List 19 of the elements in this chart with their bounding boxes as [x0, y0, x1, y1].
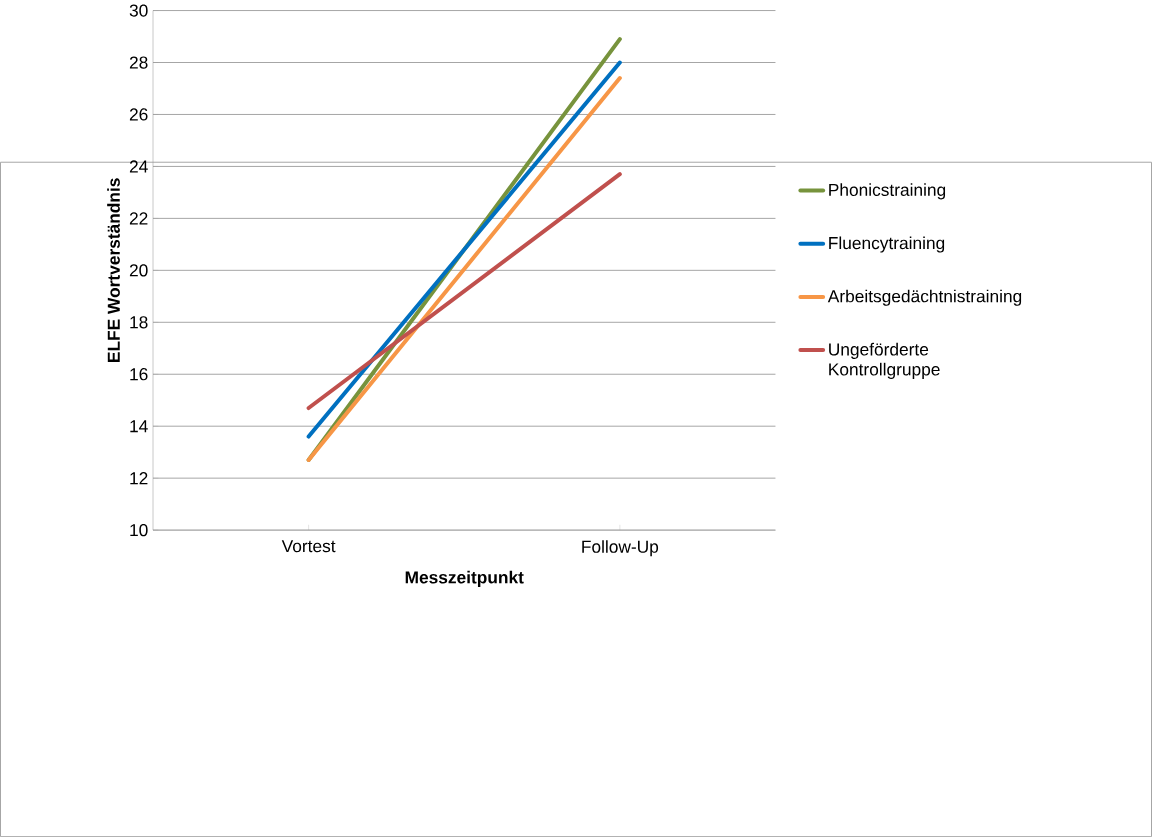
y-tick-label: 24: [129, 160, 148, 173]
y-tick-label: 26: [129, 108, 148, 121]
x-tick-label: Vortest: [281, 540, 336, 553]
legend-label: Phonicstraining: [829, 183, 946, 200]
y-tick-label: 18: [130, 316, 148, 329]
y-tick-label: 10: [130, 523, 148, 537]
y-tick-label: 30: [129, 4, 148, 17]
legend-label: Arbeitsgedächtnistraining: [827, 289, 1022, 306]
y-axis-title: ELFE Wortverständnis: [107, 178, 120, 362]
y-tick-label: 16: [130, 368, 148, 381]
x-axis-title: Messzeitpunkt: [405, 570, 524, 587]
y-tick-label: 22: [129, 212, 148, 225]
y-tick-label: 12: [130, 472, 148, 485]
y-tick-label: 14: [130, 420, 148, 433]
y-tick-label: 28: [129, 56, 148, 69]
y-tick-label: 20: [129, 264, 148, 277]
legend-label: Fluencytraining: [829, 236, 945, 253]
legend-label: Ungeförderte Kontrollgruppe: [829, 342, 940, 379]
x-tick-label: Follow-Up: [582, 540, 659, 557]
